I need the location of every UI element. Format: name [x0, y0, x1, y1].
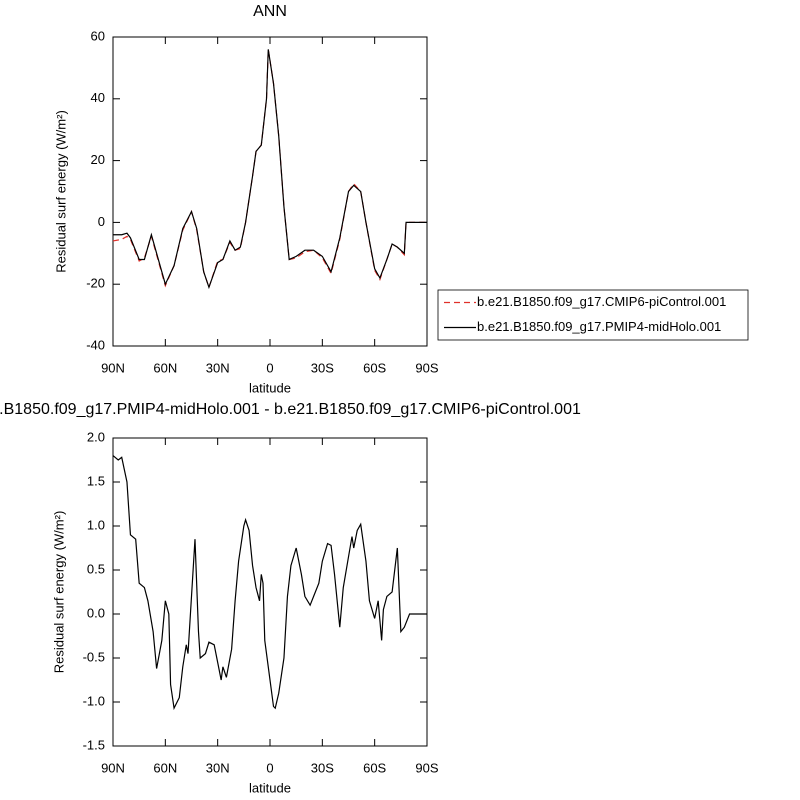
x-tick-label: 60N [153, 360, 177, 375]
chart-title: b.e21.B1850.f09_g17.PMIP4-midHolo.001 - … [0, 401, 581, 418]
x-tick-label: 90S [415, 760, 438, 775]
plot-frame [112, 36, 428, 347]
x-axis-label: latitude [249, 380, 291, 395]
y-tick-label: 40 [91, 90, 105, 105]
series-line [113, 49, 427, 290]
y-tick-label: 0.5 [87, 561, 105, 576]
x-tick-label: 60S [363, 760, 386, 775]
x-tick-label: 30S [311, 360, 334, 375]
plot-frame [112, 437, 428, 747]
y-tick-label: 1.0 [87, 517, 105, 532]
chart-title: ANN [253, 3, 287, 20]
x-tick-label: 0 [266, 360, 273, 375]
x-tick-label: 30N [206, 360, 230, 375]
y-tick-label: 60 [91, 28, 105, 43]
x-tick-label: 60S [363, 360, 386, 375]
legend-label: b.e21.B1850.f09_g17.CMIP6-piControl.001 [477, 294, 726, 309]
y-tick-label: -1.0 [83, 693, 105, 708]
x-tick-label: 90S [415, 360, 438, 375]
y-tick-label: 0.0 [87, 605, 105, 620]
y-tick-label: 0 [98, 214, 105, 229]
y-tick-label: -20 [86, 276, 105, 291]
y-tick-label: 1.5 [87, 473, 105, 488]
legend-box [437, 289, 749, 341]
y-axis-label: Residual surf energy (W/m²) [53, 110, 68, 273]
x-tick-label: 30S [311, 760, 334, 775]
series-line [112, 49, 427, 290]
legend-label: b.e21.B1850.f09_g17.PMIP4-midHolo.001 [477, 319, 721, 334]
y-tick-label: 2.0 [87, 429, 105, 444]
y-tick-label: -1.5 [83, 737, 105, 752]
x-axis-label: latitude [249, 780, 291, 795]
x-tick-label: 30N [206, 760, 230, 775]
x-tick-label: 60N [153, 760, 177, 775]
y-tick-label: -0.5 [83, 649, 105, 664]
y-tick-label: -40 [86, 337, 105, 352]
y-axis-label: Residual surf energy (W/m²) [51, 511, 66, 674]
y-tick-label: 20 [91, 152, 105, 167]
series-line [112, 455, 427, 711]
x-tick-label: 90N [101, 360, 125, 375]
x-tick-label: 90N [101, 760, 125, 775]
x-tick-label: 0 [266, 760, 273, 775]
